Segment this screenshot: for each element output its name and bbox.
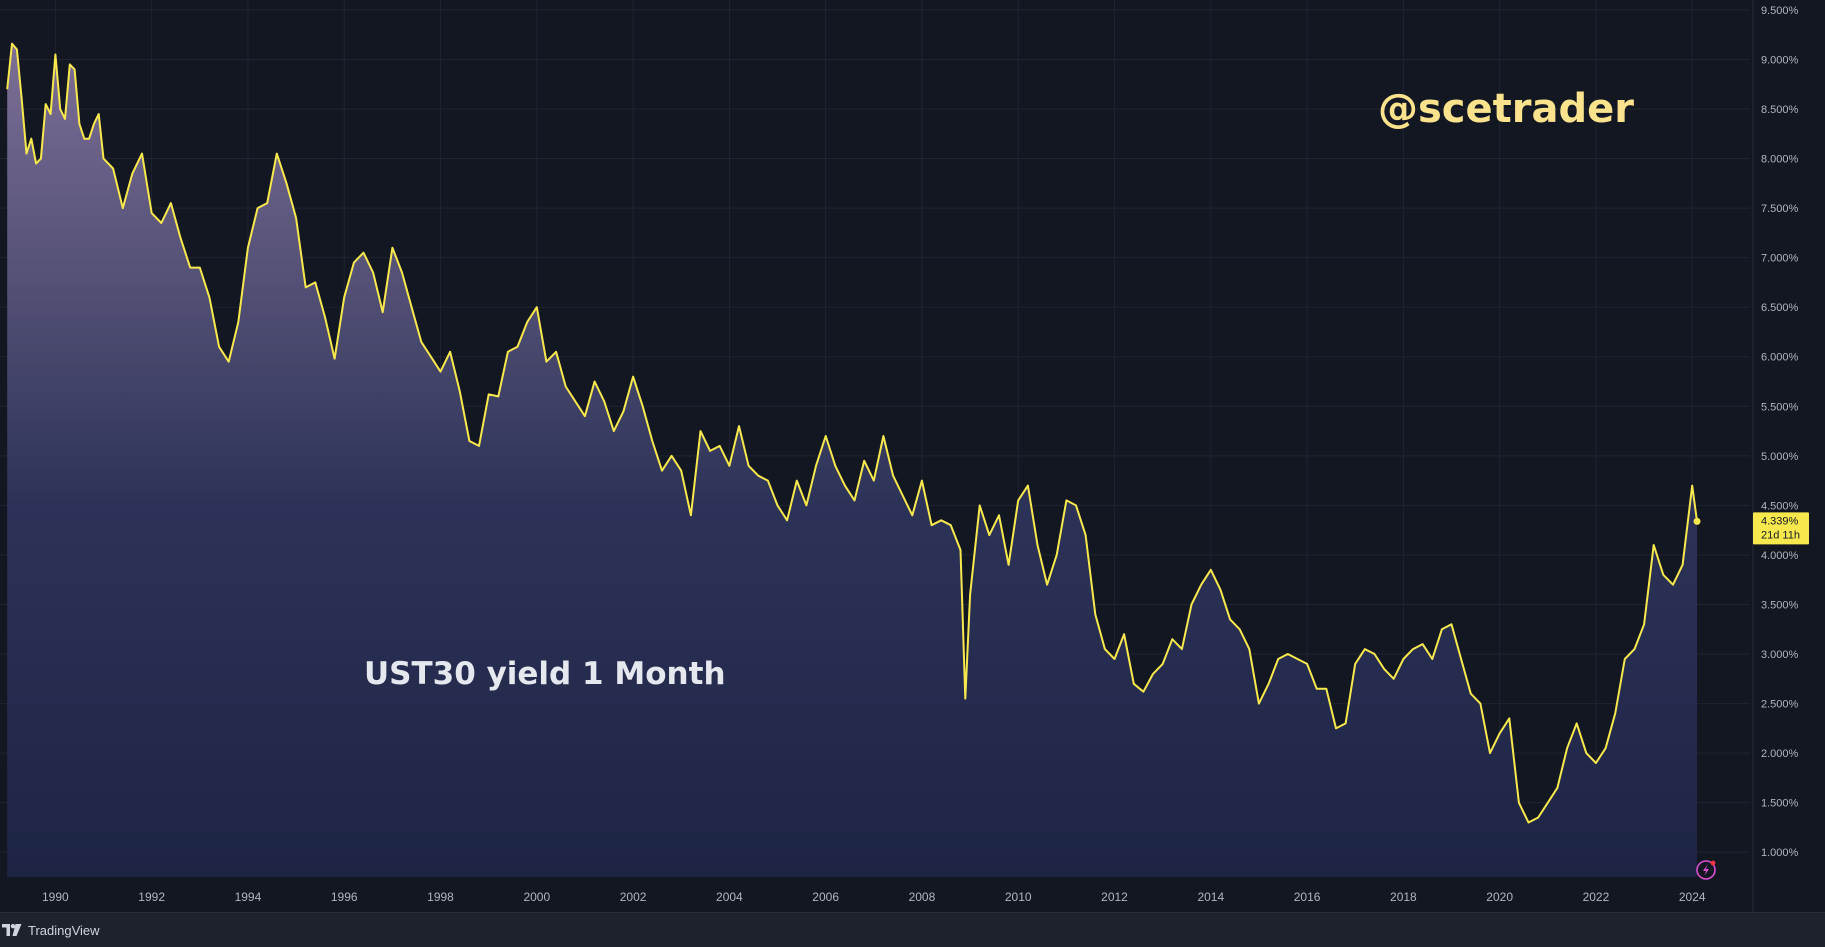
y-tick-label: 8.500% (1761, 104, 1799, 116)
x-tick-label: 2022 (1583, 890, 1610, 904)
y-tick-label: 7.000% (1761, 253, 1799, 265)
y-tick-label: 2.000% (1761, 748, 1799, 760)
x-tick-label: 1992 (138, 890, 165, 904)
x-tick-label: 1998 (427, 890, 454, 904)
y-tick-label: 5.000% (1761, 451, 1799, 463)
last-price-tag: 4.339% 21d 11h (1753, 512, 1809, 545)
y-tick-label: 6.500% (1761, 302, 1799, 314)
y-tick-label: 9.500% (1761, 5, 1799, 17)
series-line[interactable] (6, 42, 1698, 824)
last-price-value: 4.339% (1761, 515, 1799, 527)
y-tick-label: 3.500% (1761, 599, 1799, 611)
y-tick-label: 1.000% (1761, 847, 1799, 859)
y-tick-label: 7.500% (1761, 203, 1799, 215)
x-tick-label: 2020 (1486, 890, 1513, 904)
notification-dot (1710, 860, 1716, 866)
y-tick-label: 5.500% (1761, 401, 1799, 413)
x-tick-label: 2002 (620, 890, 647, 904)
tradingview-logo-icon (2, 924, 22, 936)
tradingview-brand-text: TradingView (28, 922, 100, 938)
x-axis[interactable]: 1990 1992 1994 1996 1998 2000 2002 2004 2006 2008… (42, 890, 1706, 904)
last-price-dot (1693, 517, 1701, 525)
y-tick-label: 8.000% (1761, 154, 1799, 166)
y-tick-label: 9.000% (1761, 54, 1799, 66)
x-tick-label: 2004 (716, 890, 743, 904)
y-tick-label: 6.000% (1761, 352, 1799, 364)
x-tick-label: 2006 (812, 890, 839, 904)
series-area-fill (7, 43, 1698, 878)
last-price-tag-background (1753, 512, 1809, 545)
x-tick-label: 2008 (909, 890, 936, 904)
x-tick-label: 2012 (1101, 890, 1128, 904)
y-tick-label: 2.500% (1761, 699, 1799, 711)
y-tick-label: 1.500% (1761, 798, 1799, 810)
x-tick-label: 1996 (331, 890, 358, 904)
x-tick-label: 2000 (523, 890, 550, 904)
bar-countdown: 21d 11h (1761, 529, 1800, 541)
y-tick-label: 3.000% (1761, 649, 1799, 661)
tradingview-logo[interactable]: TradingView (2, 923, 100, 938)
x-tick-label: 1990 (42, 890, 69, 904)
price-chart[interactable]: 1.000% 1.500% 2.000% 2.500% 3.000% 3.500% 4.00… (0, 0, 1825, 912)
x-tick-label: 2016 (1294, 890, 1321, 904)
lightning-icon[interactable] (1696, 860, 1716, 880)
y-tick-label: 4.000% (1761, 550, 1799, 562)
x-tick-label: 2014 (1197, 890, 1224, 904)
watermark: @scetrader (1378, 86, 1634, 132)
x-tick-label: 2018 (1390, 890, 1417, 904)
y-tick-label: 4.500% (1761, 500, 1799, 512)
x-tick-label: 1994 (235, 890, 262, 904)
x-tick-label: 2010 (1005, 890, 1032, 904)
x-tick-label: 2024 (1679, 890, 1706, 904)
footer-bar: TradingView (0, 912, 1825, 947)
y-axis[interactable]: 1.000% 1.500% 2.000% 2.500% 3.000% 3.500% 4.00… (1761, 5, 1799, 859)
chart-annotation: UST30 yield 1 Month (364, 656, 726, 692)
